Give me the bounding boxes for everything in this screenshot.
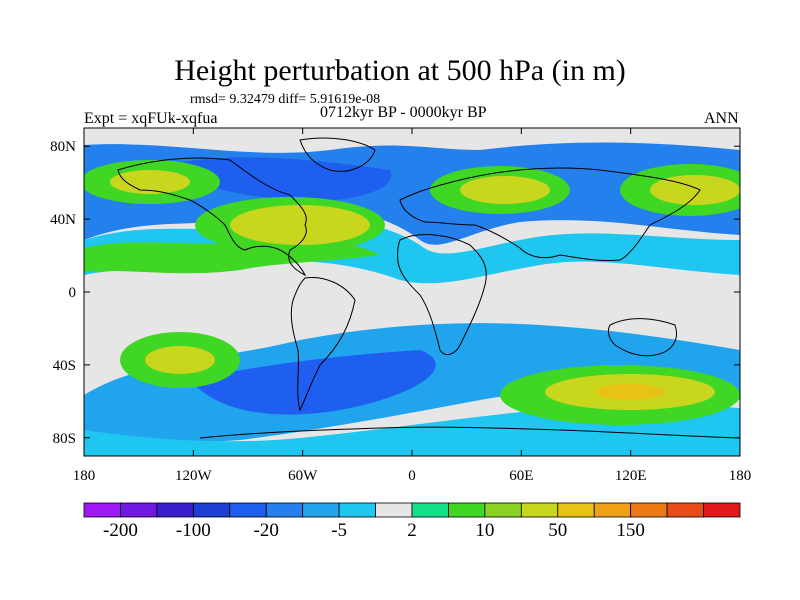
x-tick-label: 60W: [288, 468, 318, 484]
x-tick-label: 180: [729, 468, 752, 484]
north-pacific-high-inner: [650, 175, 740, 205]
colorbar-swatch: [593, 502, 632, 518]
colorbar-label: -100: [176, 520, 211, 541]
antarctica-coast: [199, 426, 740, 439]
colorbar-swatch: [302, 502, 340, 518]
period-label: 0712kyr BP - 0000kyr BP: [320, 104, 487, 121]
colorbar-swatch: [448, 502, 486, 518]
australia-coast: [607, 318, 677, 357]
y-tick-label: 40N: [50, 212, 76, 228]
colorbar-swatch: [83, 502, 121, 518]
map-title: Height perturbation at 500 hPa (in m): [174, 54, 626, 87]
colorbar-swatch: [338, 502, 376, 518]
y-tick-label: 40S: [53, 358, 76, 374]
colorbar-label: -20: [254, 520, 279, 541]
colorbar-swatch: [192, 502, 231, 518]
experiment-label: Expt = xqFUk-xqfua: [84, 110, 218, 127]
y-tick-label: 0: [69, 285, 77, 301]
colorbar-swatch: [520, 502, 559, 518]
x-tick-label: 180: [73, 468, 96, 484]
colorbar-swatch: [703, 502, 741, 518]
south-america-coast: [290, 276, 356, 412]
colorbar-swatch: [265, 502, 304, 518]
colorbar-swatch: [557, 502, 595, 518]
south-pacific-high-inner: [145, 346, 215, 374]
colorbar-swatch: [120, 502, 158, 518]
x-tick-label: 60E: [509, 468, 533, 484]
rmsd-diff-stats: rmsd= 9.32479 diff= 5.91619e-08: [190, 92, 381, 107]
colorbar-swatch: [666, 502, 704, 518]
colorbar-label: 10: [475, 520, 494, 541]
eurasia-high-inner: [460, 176, 550, 204]
eurasia-coast: [399, 167, 701, 261]
colorbar-label: -200: [103, 520, 138, 541]
colorbar-swatch: [229, 502, 267, 518]
north-atlantic-high-inner: [230, 205, 370, 245]
colorbar-swatch: [375, 502, 413, 518]
map-plot-area: [84, 128, 740, 456]
x-tick-label: 0: [408, 468, 416, 484]
colorbar-swatch: [156, 502, 194, 518]
dateline-high-inner: [110, 170, 190, 194]
africa-coast: [397, 234, 487, 356]
map-axes: 180 120W 60W 0 60E 120E 180 80N 40N 0 40S 80S: [50, 128, 751, 484]
colorbar-label: 2: [407, 520, 417, 541]
x-tick-label: 120W: [175, 468, 213, 484]
season-label: ANN: [704, 110, 739, 127]
y-tick-label: 80N: [50, 139, 76, 155]
colorbar-swatch: [411, 502, 449, 518]
north-america-low: [170, 157, 392, 201]
colorbar-label: -5: [331, 520, 347, 541]
y-tick-label: 80S: [53, 431, 76, 447]
high-anomaly-blobs: [84, 160, 740, 425]
north-america-coast: [117, 157, 307, 277]
southern-ocean-high-core: [595, 384, 665, 400]
colorbar-label: 50: [548, 520, 567, 541]
colorbar: -200 -100 -20 -5 2 10 50 150: [83, 502, 741, 541]
colorbar-label: 150: [616, 520, 645, 541]
greenland-coast: [299, 137, 376, 172]
colorbar-swatch: [630, 502, 668, 518]
coastlines: [117, 137, 740, 439]
x-tick-label: 120E: [615, 468, 647, 484]
colorbar-swatch: [484, 502, 522, 518]
south-atlantic-low: [190, 350, 436, 415]
